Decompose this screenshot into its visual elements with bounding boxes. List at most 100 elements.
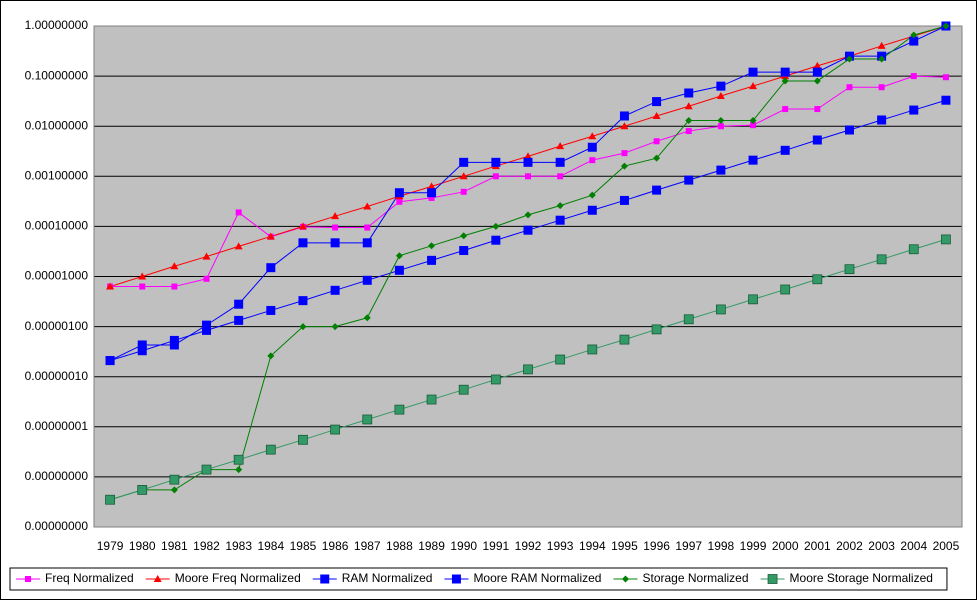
data-point — [233, 454, 244, 465]
data-point — [491, 157, 501, 167]
data-point — [813, 77, 821, 85]
legend: Freq Normalized Moore Freq Normalized RAM … — [9, 567, 948, 591]
x-tick-label: 2004 — [900, 539, 927, 553]
x-tick-label: 1997 — [675, 539, 702, 553]
data-point — [459, 246, 469, 256]
y-tick-label: 0.10000000 — [25, 68, 89, 82]
legend-label: Moore Freq Normalized — [175, 571, 301, 585]
data-point — [588, 191, 596, 199]
data-point — [781, 77, 789, 85]
data-point — [427, 182, 436, 190]
data-point — [909, 105, 919, 115]
data-point — [202, 325, 212, 335]
data-point — [780, 284, 791, 295]
data-point — [555, 157, 565, 167]
data-point — [619, 111, 629, 121]
x-tick-label: 1980 — [129, 539, 156, 553]
data-point — [844, 125, 854, 135]
data-point — [428, 242, 436, 250]
data-point — [524, 152, 532, 160]
data-point — [491, 235, 501, 245]
data-point — [234, 242, 243, 250]
x-tick-label: 2002 — [836, 539, 863, 553]
data-point — [201, 464, 212, 475]
legend-label: RAM Normalized — [342, 571, 433, 585]
data-point — [653, 154, 661, 162]
x-tick-label: 1998 — [708, 539, 735, 553]
data-point — [652, 111, 661, 119]
data-point — [492, 173, 499, 180]
legend-marker — [25, 576, 31, 582]
data-point — [619, 195, 629, 205]
x-tick-label: 2000 — [772, 539, 799, 553]
data-point — [878, 84, 885, 91]
data-point — [717, 116, 725, 124]
data-point — [910, 73, 917, 80]
data-point — [684, 102, 693, 110]
data-point — [459, 172, 468, 180]
data-point — [426, 394, 437, 405]
data-point — [620, 122, 629, 130]
y-tick-label: 0.00000001 — [25, 419, 89, 433]
data-point — [812, 274, 823, 285]
data-point — [362, 238, 372, 248]
data-point — [716, 92, 725, 100]
data-point — [396, 198, 403, 205]
data-point — [749, 82, 758, 90]
data-point — [299, 323, 307, 331]
legend-marker — [767, 574, 778, 584]
data-point — [523, 364, 533, 375]
data-point — [332, 224, 339, 231]
data-point — [395, 252, 403, 260]
x-tick-label: 1981 — [161, 539, 188, 553]
data-point — [876, 254, 887, 265]
x-tick-label: 1983 — [225, 539, 252, 553]
data-point — [812, 67, 822, 77]
data-point — [715, 304, 726, 315]
x-tick-label: 2001 — [804, 539, 831, 553]
data-point — [523, 157, 533, 167]
legend-marker — [451, 574, 461, 584]
data-point — [170, 486, 178, 494]
data-point — [427, 255, 437, 265]
data-point — [394, 188, 404, 198]
data-point — [362, 275, 372, 285]
data-point — [814, 106, 821, 113]
data-point — [748, 294, 758, 305]
data-point — [684, 175, 694, 185]
data-point — [202, 320, 212, 330]
y-tick-label: 0.01000000 — [25, 118, 89, 132]
data-point — [363, 202, 372, 210]
data-point — [364, 224, 371, 231]
data-point — [652, 97, 662, 107]
data-point — [683, 314, 694, 325]
data-point — [750, 122, 757, 129]
data-point — [587, 205, 597, 215]
x-tick-label: 1987 — [354, 539, 381, 553]
data-point — [266, 305, 276, 315]
data-point — [265, 444, 276, 455]
data-point — [877, 41, 886, 49]
data-point — [780, 145, 790, 155]
y-tick-label: 0.00000100 — [25, 319, 89, 333]
data-point — [942, 74, 949, 81]
x-tick-label: 1993 — [547, 539, 574, 553]
data-point — [106, 282, 115, 290]
data-point — [587, 344, 598, 355]
data-point — [877, 115, 887, 125]
data-point — [202, 252, 211, 260]
data-point — [362, 414, 373, 425]
data-point — [556, 202, 564, 210]
data-point — [619, 334, 630, 345]
data-point — [492, 222, 500, 230]
data-point — [331, 212, 340, 220]
data-point — [235, 466, 243, 474]
data-point — [139, 283, 146, 290]
data-point — [651, 324, 662, 335]
x-tick-label: 1989 — [418, 539, 445, 553]
x-tick-label: 1990 — [450, 539, 477, 553]
data-point — [652, 185, 662, 195]
data-point — [169, 340, 179, 350]
data-point — [780, 67, 790, 77]
